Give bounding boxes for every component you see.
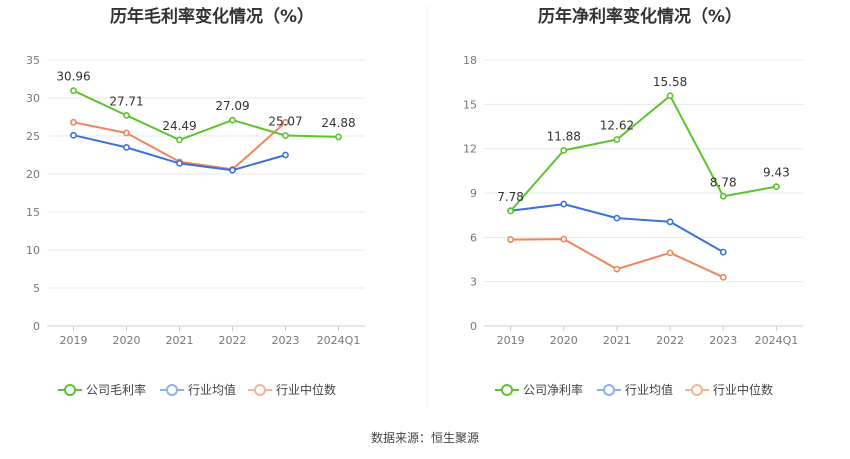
chart2-x-tick-label: 2023 xyxy=(709,334,737,347)
chart2-data-label: 7.78 xyxy=(497,190,524,204)
chart2-data-point-0 xyxy=(719,192,727,200)
chart1-title: 历年毛利率变化情况（%） xyxy=(110,6,314,27)
chart1-data-label: 24.49 xyxy=(162,119,196,133)
chart2-data-point-1 xyxy=(666,218,674,226)
chart1-x-tick-label: 2020 xyxy=(113,334,141,347)
chart2-x-tick-label: 2020 xyxy=(550,334,578,347)
chart1-y-tick-label: 35 xyxy=(26,54,40,67)
chart2-legend-marker-icon xyxy=(501,384,513,396)
chart1-y-tick-label: 20 xyxy=(26,168,40,181)
chart1-data-label: 30.96 xyxy=(56,70,90,84)
source-note: 数据来源：恒生聚源 xyxy=(371,430,479,445)
chart1-data-point-1 xyxy=(70,131,77,139)
chart1-legend-label: 公司毛利率 xyxy=(86,382,146,397)
chart2-data-point-0 xyxy=(507,207,514,215)
chart2-legend-marker-icon xyxy=(691,384,703,396)
chart2-series-line-0 xyxy=(509,94,777,212)
chart2-x-tick-label: 2024Q1 xyxy=(755,334,799,347)
chart1-data-point-0 xyxy=(229,116,236,124)
chart1-y-tick-label: 30 xyxy=(26,92,40,105)
chart1-x-tick-label: 2021 xyxy=(166,334,194,347)
chart1-data-point-0 xyxy=(70,87,77,95)
chart1-x-tick-label: 2019 xyxy=(60,334,88,347)
chart2-data-point-0 xyxy=(666,92,674,100)
chart1-legend-label: 行业中位数 xyxy=(276,382,336,397)
chart2-data-point-0 xyxy=(560,147,568,154)
chart1-legend-marker-icon xyxy=(166,384,178,396)
chart2-data-point-2 xyxy=(507,236,514,243)
chart1-y-tick-label: 10 xyxy=(26,244,40,257)
chart2-legend-label: 行业中位数 xyxy=(713,382,773,397)
chart2-data-point-0 xyxy=(773,183,780,191)
chart1-legend-marker-icon xyxy=(64,384,76,396)
chart1-y-tick-label: 5 xyxy=(33,282,40,295)
chart2-title: 历年净利率变化情况（%） xyxy=(538,6,742,27)
chart2-data-point-0 xyxy=(613,136,621,143)
chart2-data-point-1 xyxy=(560,200,568,208)
chart2-legend-label: 公司净利率 xyxy=(523,382,583,397)
chart1-data-label: 27.71 xyxy=(109,94,143,108)
chart2-data-point-1 xyxy=(613,214,621,222)
chart1-legend-marker-icon xyxy=(254,384,266,396)
chart2-data-label: 8.78 xyxy=(710,175,737,189)
chart2-x-tick-label: 2019 xyxy=(497,334,525,347)
chart2-y-tick-label: 15 xyxy=(463,98,477,111)
chart1-data-point-0 xyxy=(335,133,342,141)
chart2-y-tick-label: 9 xyxy=(470,187,477,200)
chart1-data-point-2 xyxy=(282,118,289,126)
chart2-legend-marker-icon xyxy=(603,384,615,396)
chart2-data-label: 12.62 xyxy=(600,119,634,133)
chart1-data-point-2 xyxy=(123,129,130,137)
chart2-data-label: 9.43 xyxy=(763,166,790,180)
chart1-data-point-1 xyxy=(282,151,289,159)
chart2-y-tick-label: 6 xyxy=(470,231,477,244)
chart1-data-point-2 xyxy=(70,118,77,126)
chart1-y-tick-label: 25 xyxy=(26,130,40,143)
chart1-data-label: 25.07 xyxy=(268,114,302,128)
chart2-data-label: 15.58 xyxy=(653,75,687,89)
chart2-data-label: 11.88 xyxy=(547,129,581,143)
chart1-data-point-0 xyxy=(123,112,130,119)
chart1-series-line-0 xyxy=(73,89,339,141)
chart2-data-point-1 xyxy=(719,248,727,256)
chart2-series-line-1 xyxy=(510,203,724,253)
chart1-data-label: 24.88 xyxy=(321,116,355,130)
chart1-data-point-0 xyxy=(176,136,183,144)
chart1-y-tick-label: 0 xyxy=(33,320,40,333)
chart2-y-tick-label: 0 xyxy=(470,320,477,333)
chart2-x-tick-label: 2022 xyxy=(656,334,684,347)
chart1-x-tick-label: 2024Q1 xyxy=(317,334,361,347)
chart1-data-point-0 xyxy=(282,132,289,139)
chart2-legend-label: 行业均值 xyxy=(625,382,673,397)
chart1-data-point-1 xyxy=(176,159,183,167)
chart1-legend-label: 行业均值 xyxy=(188,382,236,397)
chart1-data-point-1 xyxy=(123,143,130,151)
chart2-data-point-2 xyxy=(719,273,727,281)
chart2-y-tick-label: 12 xyxy=(463,143,477,156)
chart1-x-tick-label: 2022 xyxy=(219,334,247,347)
chart2-data-point-2 xyxy=(560,235,568,243)
chart2-y-tick-label: 18 xyxy=(463,54,477,67)
chart2-y-tick-label: 3 xyxy=(470,276,477,289)
chart1-y-tick-label: 15 xyxy=(26,206,40,219)
chart2-data-point-2 xyxy=(613,265,621,273)
chart1-data-label: 27.09 xyxy=(215,99,249,113)
chart2-x-tick-label: 2021 xyxy=(603,334,631,347)
chart1-data-point-1 xyxy=(229,166,236,174)
chart2-data-point-2 xyxy=(666,249,674,257)
chart1-x-tick-label: 2023 xyxy=(272,334,300,347)
